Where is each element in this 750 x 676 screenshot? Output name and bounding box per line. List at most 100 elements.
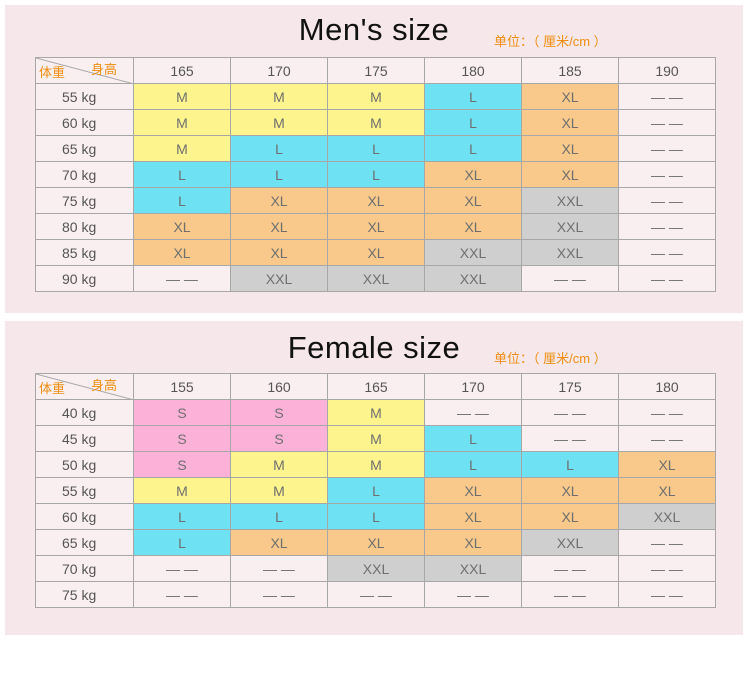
height-header-cell: 155 (133, 373, 231, 400)
size-cell: XL (424, 529, 522, 556)
size-cell: XL (327, 187, 425, 214)
size-cell: — — (618, 555, 716, 582)
size-cell: M (133, 83, 231, 110)
size-cell: S (133, 399, 231, 426)
size-cell: XL (327, 529, 425, 556)
table-row: 60 kg L L L XL XL XXL (35, 503, 716, 530)
size-cell: L (327, 503, 425, 530)
weight-cell: 65 kg (35, 529, 134, 556)
size-cell: XL (521, 135, 619, 162)
weight-cell: 60 kg (35, 109, 134, 136)
size-cell: L (424, 109, 522, 136)
size-cell: M (327, 109, 425, 136)
size-cell: — — (230, 555, 328, 582)
size-cell: M (133, 135, 231, 162)
header-row: 身高 体重 165 170 175 180 185 190 (35, 57, 716, 84)
size-cell: XL (230, 187, 328, 214)
weight-axis-label: 体重 (39, 381, 66, 396)
size-cell: — — (618, 425, 716, 452)
weight-cell: 85 kg (35, 239, 134, 266)
size-cell: XL (327, 239, 425, 266)
height-header-cell: 170 (424, 373, 522, 400)
table-row: 90 kg — — XXL XXL XXL — — — — (35, 265, 716, 292)
female-size-panel: Female size 单位：（ 厘米/cm ） 身高 体重 155 160 165 17… (5, 321, 743, 635)
size-cell: — — (618, 529, 716, 556)
size-cell: — — (327, 581, 425, 608)
size-cell: — — (618, 399, 716, 426)
size-cell: M (230, 109, 328, 136)
table-row: 80 kg XL XL XL XL XXL — — (35, 213, 716, 240)
size-cell: — — (618, 83, 716, 110)
size-cell: — — (424, 399, 522, 426)
table-row: 55 kg M M M L XL — — (35, 83, 716, 110)
size-cell: — — (521, 265, 619, 292)
weight-cell: 55 kg (35, 83, 134, 110)
weight-cell: 75 kg (35, 581, 134, 608)
height-header-cell: 180 (618, 373, 716, 400)
size-cell: L (230, 135, 328, 162)
height-header-cell: 175 (521, 373, 619, 400)
height-header-cell: 160 (230, 373, 328, 400)
female-size-table: 身高 体重 155 160 165 170 175 180 40 kg S S M — — — — — —4… (35, 373, 716, 608)
corner-header-cell: 身高 体重 (35, 57, 134, 84)
size-cell: — — (133, 555, 231, 582)
size-cell: — — (618, 581, 716, 608)
men-size-table: 身高 体重 165 170 175 180 185 190 55 kg M M M L XL — —60 k… (35, 57, 716, 292)
size-cell: — — (521, 425, 619, 452)
size-cell: — — (618, 161, 716, 188)
size-cell: XXL (521, 187, 619, 214)
size-cell: S (133, 425, 231, 452)
size-cell: XL (618, 451, 716, 478)
size-cell: L (424, 83, 522, 110)
height-header-cell: 185 (521, 57, 619, 84)
size-cell: L (133, 161, 231, 188)
size-cell: XXL (424, 555, 522, 582)
size-cell: M (230, 83, 328, 110)
size-cell: XXL (618, 503, 716, 530)
size-cell: XL (133, 239, 231, 266)
table-row: 65 kg L XL XL XL XXL — — (35, 529, 716, 556)
height-header-cell: 165 (133, 57, 231, 84)
size-cell: XXL (230, 265, 328, 292)
size-cell: L (327, 477, 425, 504)
weight-cell: 70 kg (35, 555, 134, 582)
size-cell: XL (521, 477, 619, 504)
weight-cell: 45 kg (35, 425, 134, 452)
size-cell: — — (618, 213, 716, 240)
size-cell: XL (327, 213, 425, 240)
size-cell: XXL (424, 265, 522, 292)
size-cell: L (327, 161, 425, 188)
header-row: 身高 体重 155 160 165 170 175 180 (35, 373, 716, 400)
men-unit-label: 单位：（ 厘米/cm ） (494, 34, 607, 49)
size-cell: XXL (521, 239, 619, 266)
height-header-cell: 180 (424, 57, 522, 84)
size-cell: XXL (521, 213, 619, 240)
size-cell: L (133, 503, 231, 530)
size-cell: XL (424, 161, 522, 188)
weight-cell: 75 kg (35, 187, 134, 214)
size-cell: — — (133, 265, 231, 292)
size-cell: M (327, 425, 425, 452)
size-cell: XL (424, 477, 522, 504)
weight-cell: 65 kg (35, 135, 134, 162)
table-row: 60 kg M M M L XL — — (35, 109, 716, 136)
size-cell: S (133, 451, 231, 478)
size-cell: M (133, 477, 231, 504)
height-header-cell: 165 (327, 373, 425, 400)
size-cell: M (133, 109, 231, 136)
weight-cell: 55 kg (35, 477, 134, 504)
height-header-cell: 170 (230, 57, 328, 84)
size-cell: XL (230, 213, 328, 240)
size-cell: XL (424, 503, 522, 530)
size-cell: L (424, 451, 522, 478)
height-axis-label: 身高 (90, 62, 117, 77)
size-cell: — — (521, 399, 619, 426)
female-unit-label: 单位：（ 厘米/cm ） (494, 351, 607, 366)
female-size-title: Female size (287, 330, 461, 365)
size-cell: M (327, 399, 425, 426)
size-cell: — — (521, 555, 619, 582)
size-cell: L (424, 135, 522, 162)
size-cell: — — (521, 581, 619, 608)
size-cell: XL (230, 239, 328, 266)
size-cell: XL (424, 213, 522, 240)
